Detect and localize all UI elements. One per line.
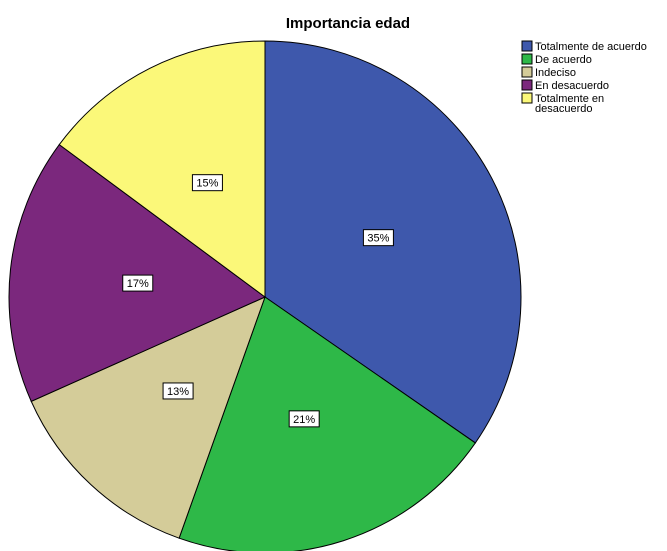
legend-swatch: [521, 40, 533, 52]
legend-swatch: [521, 53, 533, 65]
legend-label: En desacuerdo: [535, 80, 609, 92]
data-label-indeciso: 13%: [162, 382, 194, 400]
legend-item-de-acuerdo: De acuerdo: [521, 53, 592, 66]
legend-swatch: [521, 66, 533, 78]
legend-label: Totalmente de acuerdo: [535, 41, 647, 53]
legend-swatch: [521, 92, 533, 104]
data-label-totalmente-en-desacuerdo: 15%: [191, 174, 223, 192]
legend-item-totalmente-de-acuerdo: Totalmente de acuerdo: [521, 40, 647, 53]
data-label-en-desacuerdo: 17%: [122, 274, 154, 292]
legend-label: De acuerdo: [535, 54, 592, 66]
data-label-text: 15%: [196, 178, 218, 190]
slice-labels: 35% 21% 13% 17% 15%: [122, 174, 394, 428]
data-label-text: 13%: [167, 386, 189, 398]
legend-swatch: [521, 79, 533, 91]
chart-title: Importancia edad: [286, 15, 410, 32]
legend-item-en-desacuerdo: En desacuerdo: [521, 79, 609, 92]
pie-slice-en-desacuerdo: [8, 143, 266, 403]
data-label-text: 17%: [127, 278, 149, 290]
legend-label: Totalmente en: [535, 93, 604, 105]
data-label-text: 21%: [293, 414, 315, 426]
data-label-de-acuerdo: 21%: [288, 410, 320, 428]
legend-item-indeciso: Indeciso: [521, 66, 576, 79]
pie-slice-totalmente-en-desacuerdo: [58, 40, 266, 298]
legend-label: desacuerdo: [535, 103, 593, 115]
pie-slice-indeciso: [30, 296, 266, 539]
pie-slices: [8, 40, 522, 551]
data-label-text: 35%: [367, 233, 389, 245]
pie-slice-de-acuerdo: [178, 296, 477, 551]
legend-label: Indeciso: [535, 67, 576, 79]
data-label-totalmente-de-acuerdo: 35%: [362, 229, 394, 247]
